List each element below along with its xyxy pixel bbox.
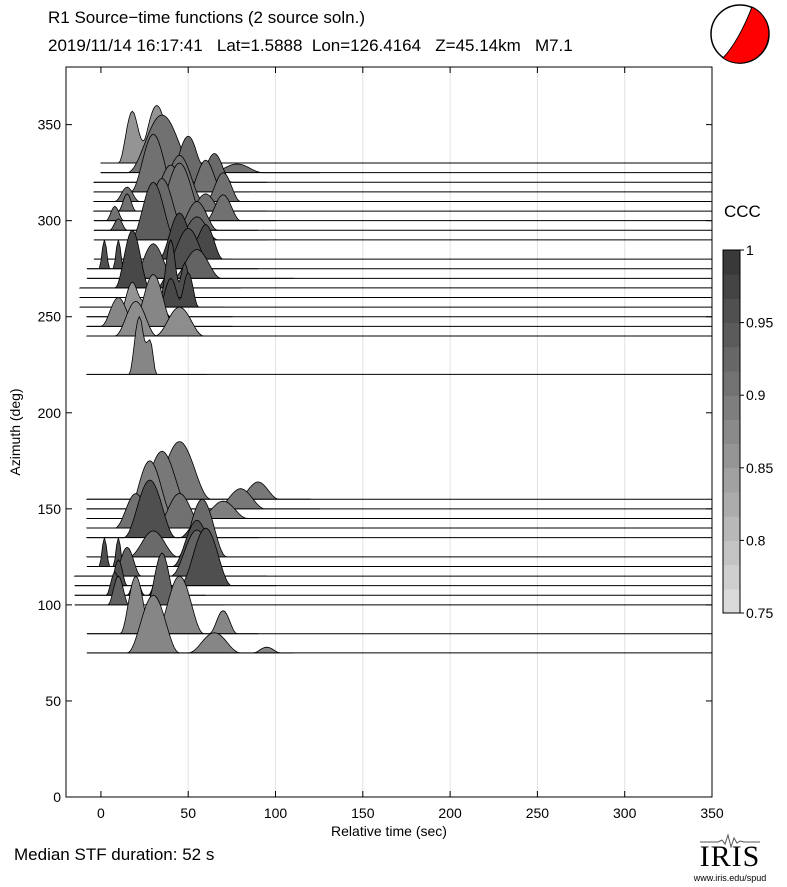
y-tick-label: 0 (53, 789, 61, 805)
median-duration: Median STF duration: 52 s (14, 845, 215, 864)
y-axis-label: Azimuth (deg) (7, 388, 23, 475)
colorbar-cell (723, 443, 740, 469)
colorbar-cell (723, 395, 740, 420)
colorbar-frame (722, 249, 741, 614)
colorbar-cell (723, 467, 740, 493)
iris-logo: IRIS www.iris.edu/spud (690, 832, 770, 883)
plot-frame (65, 66, 713, 798)
colorbar-cell (723, 346, 740, 372)
colorbar-cell (723, 298, 740, 324)
x-tick-label: 250 (526, 805, 550, 821)
stf-traces (73, 104, 712, 654)
x-tick-label: 150 (351, 805, 375, 821)
x-tick-label: 100 (264, 805, 288, 821)
colorbar-cell (723, 516, 740, 541)
stf-trace (85, 274, 233, 327)
iris-url: www.iris.edu/spud (693, 873, 767, 883)
colorbar-tick-label: 0.85 (746, 460, 773, 476)
y-tick-label: 300 (38, 213, 62, 229)
stf-trace (85, 441, 312, 500)
x-tick-label: 350 (700, 805, 724, 821)
colorbar-tick-label: 0.95 (746, 315, 773, 331)
seismogram-icon (700, 833, 760, 848)
y-tick-label: 200 (38, 405, 62, 421)
grid-lines (187, 67, 626, 797)
y-tick-label: 50 (45, 693, 61, 709)
x-tick-label: 300 (613, 805, 637, 821)
x-tick-label: 200 (438, 805, 462, 821)
iris-logo-text: IRIS (699, 840, 761, 873)
colorbar-cell (723, 322, 740, 348)
y-tick-label: 250 (38, 309, 62, 325)
colorbar-cell (723, 492, 740, 517)
colorbar-cell (723, 250, 740, 275)
colorbar-tick-label: 0.9 (746, 387, 766, 403)
colorbar-tick-label: 1 (746, 242, 754, 258)
colorbar-tick-label: 0.8 (746, 532, 766, 548)
chart-title: R1 Source−time functions (2 source soln.… (48, 8, 366, 27)
event-info: 2019/11/14 16:17:41 Lat=1.5888 Lon=126.4… (48, 36, 573, 55)
x-axis-label: Relative time (sec) (331, 823, 447, 839)
colorbar: 0.75 0.8 0.85 0.9 0.95 1 (722, 242, 773, 621)
colorbar-cell (723, 540, 740, 566)
x-tick-label: 50 (180, 805, 196, 821)
colorbar-cell (723, 274, 740, 299)
colorbar-cell (723, 371, 740, 396)
x-axis: 0 50 100 150 200 250 300 350 (97, 67, 724, 821)
y-axis: 0 50 100 150 200 250 300 350 (38, 117, 712, 805)
colorbar-label: CCC (724, 202, 761, 221)
y-tick-label: 150 (38, 501, 62, 517)
colorbar-cell (723, 419, 740, 445)
colorbar-tick-label: 0.75 (746, 605, 773, 621)
colorbar-cell (723, 564, 740, 590)
y-tick-label: 350 (38, 117, 62, 133)
colorbar-cell (723, 588, 740, 614)
beachball-icon (710, 4, 770, 64)
y-tick-label: 100 (38, 597, 62, 613)
x-tick-label: 0 (97, 805, 105, 821)
